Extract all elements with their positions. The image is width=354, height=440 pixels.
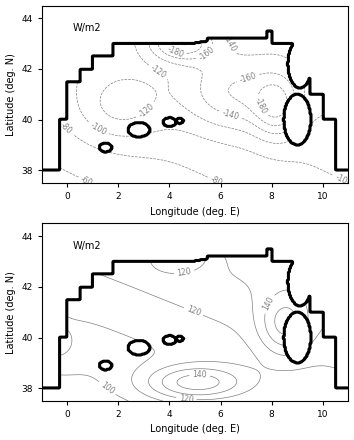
Text: -180: -180 (252, 96, 268, 115)
Text: -80: -80 (209, 174, 224, 188)
Text: W/m2: W/m2 (72, 241, 101, 251)
Text: 140: 140 (261, 295, 276, 312)
Text: 120: 120 (179, 394, 194, 404)
Text: W/m2: W/m2 (72, 23, 101, 33)
X-axis label: Longitude (deg. E): Longitude (deg. E) (150, 206, 240, 216)
Text: -60: -60 (79, 174, 95, 188)
Text: -160: -160 (197, 45, 216, 63)
Text: 120: 120 (185, 305, 202, 318)
Y-axis label: Latitude (deg. N): Latitude (deg. N) (6, 271, 16, 354)
Text: -180: -180 (165, 44, 185, 59)
Text: -140: -140 (221, 108, 240, 121)
Text: -120: -120 (149, 63, 168, 80)
Text: 140: 140 (192, 370, 207, 379)
Text: -140: -140 (222, 34, 238, 54)
Text: -100: -100 (333, 172, 353, 188)
Text: 100: 100 (99, 381, 116, 396)
Text: 120: 120 (177, 268, 192, 279)
Text: -80: -80 (59, 121, 74, 136)
X-axis label: Longitude (deg. E): Longitude (deg. E) (150, 425, 240, 434)
Text: -100: -100 (88, 121, 108, 137)
Text: -160: -160 (238, 71, 257, 85)
Y-axis label: Latitude (deg. N): Latitude (deg. N) (6, 53, 16, 136)
Text: -120: -120 (137, 102, 156, 120)
